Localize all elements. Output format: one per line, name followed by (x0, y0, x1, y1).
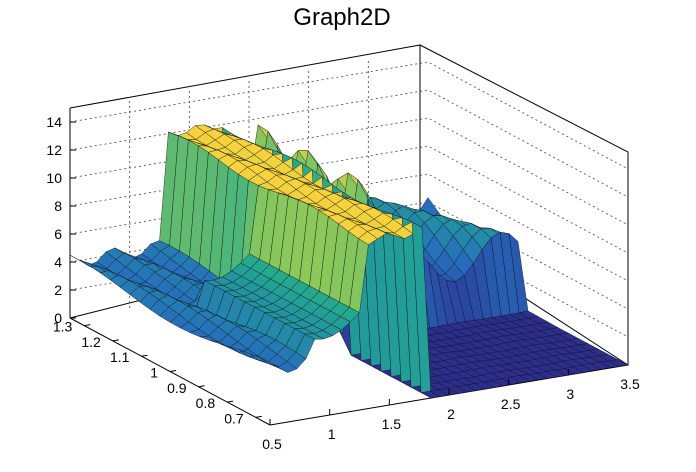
x-tick-label: 3 (566, 386, 574, 402)
x-tick-label: 3.5 (620, 376, 640, 392)
z-gridline (69, 61, 629, 170)
y-tick-label: 0.8 (196, 395, 216, 411)
x-tick-label: 2 (447, 406, 455, 422)
y-tick-label: 0.7 (224, 410, 244, 426)
y-tick-label: 1.2 (81, 334, 101, 350)
z-gridline (69, 89, 629, 198)
surface-mesh (69, 124, 629, 399)
x-tick-label: 1 (328, 426, 336, 442)
x-tick-label: 0.5 (262, 436, 282, 452)
z-tick-label: 14 (46, 114, 62, 130)
y-tick (141, 354, 148, 357)
y-tick-label: 0.9 (167, 380, 187, 396)
y-tick (227, 400, 234, 403)
z-tick-label: 8 (54, 198, 62, 214)
y-tick (169, 370, 177, 372)
y-tick-label: 1.3 (53, 319, 73, 335)
x-tick-label: 1.5 (382, 416, 402, 432)
z-tick-label: 6 (54, 226, 62, 242)
y-tick-label: 1 (150, 365, 158, 381)
z-tick-label: 4 (54, 254, 62, 270)
z-tick-label: 0 (54, 310, 62, 326)
y-tick (112, 339, 119, 342)
y-tick (84, 324, 91, 327)
y-tick-label: 1.1 (110, 349, 130, 365)
chart-title: Graph2D (293, 4, 390, 31)
axis-ticks: 0 2 4 6 8 10 12 14 0.5 1 1.5 2 2.5 3 3.5 0.7 0.8 0.9 1 1.1 1… (46, 114, 640, 452)
z-tick-label: 12 (46, 142, 62, 158)
z-tick-label: 10 (46, 170, 62, 186)
y-tick (198, 385, 205, 388)
x-tick-label: 2.5 (501, 396, 521, 412)
y-tick (255, 415, 262, 418)
z-tick-label: 2 (54, 282, 62, 298)
